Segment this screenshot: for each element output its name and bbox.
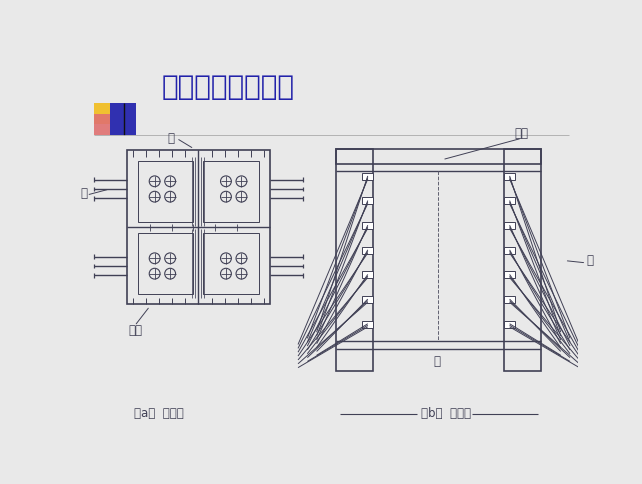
Bar bbox=[504, 222, 515, 229]
Bar bbox=[362, 247, 373, 254]
Bar bbox=[204, 161, 259, 222]
Bar bbox=[504, 296, 515, 303]
Bar bbox=[204, 233, 259, 294]
Text: 塔: 塔 bbox=[433, 355, 440, 368]
Bar bbox=[336, 149, 541, 165]
Text: 塔: 塔 bbox=[167, 132, 174, 145]
Bar bbox=[362, 320, 373, 328]
Bar bbox=[126, 151, 270, 304]
Bar bbox=[137, 161, 193, 222]
Bar bbox=[504, 149, 541, 371]
Bar bbox=[94, 114, 121, 135]
Text: （b）  侧面图: （b） 侧面图 bbox=[421, 408, 471, 420]
Bar bbox=[504, 320, 515, 328]
Bar bbox=[362, 173, 373, 180]
Bar bbox=[336, 149, 373, 371]
Bar bbox=[504, 272, 515, 278]
Bar bbox=[362, 222, 373, 229]
Text: 索锚固于塔的构造: 索锚固于塔的构造 bbox=[162, 74, 295, 101]
Text: （a）  平面图: （a） 平面图 bbox=[135, 408, 184, 420]
Bar bbox=[94, 103, 121, 124]
Bar bbox=[110, 103, 136, 135]
Bar bbox=[362, 296, 373, 303]
Bar bbox=[362, 197, 373, 204]
Text: 索: 索 bbox=[586, 254, 593, 267]
Bar bbox=[504, 173, 515, 180]
Text: 锁窝: 锁窝 bbox=[514, 127, 528, 140]
Text: 索: 索 bbox=[80, 187, 87, 200]
Bar bbox=[504, 247, 515, 254]
Bar bbox=[137, 233, 193, 294]
Text: 锁窝: 锁窝 bbox=[128, 324, 143, 337]
Bar bbox=[362, 272, 373, 278]
Bar bbox=[504, 197, 515, 204]
